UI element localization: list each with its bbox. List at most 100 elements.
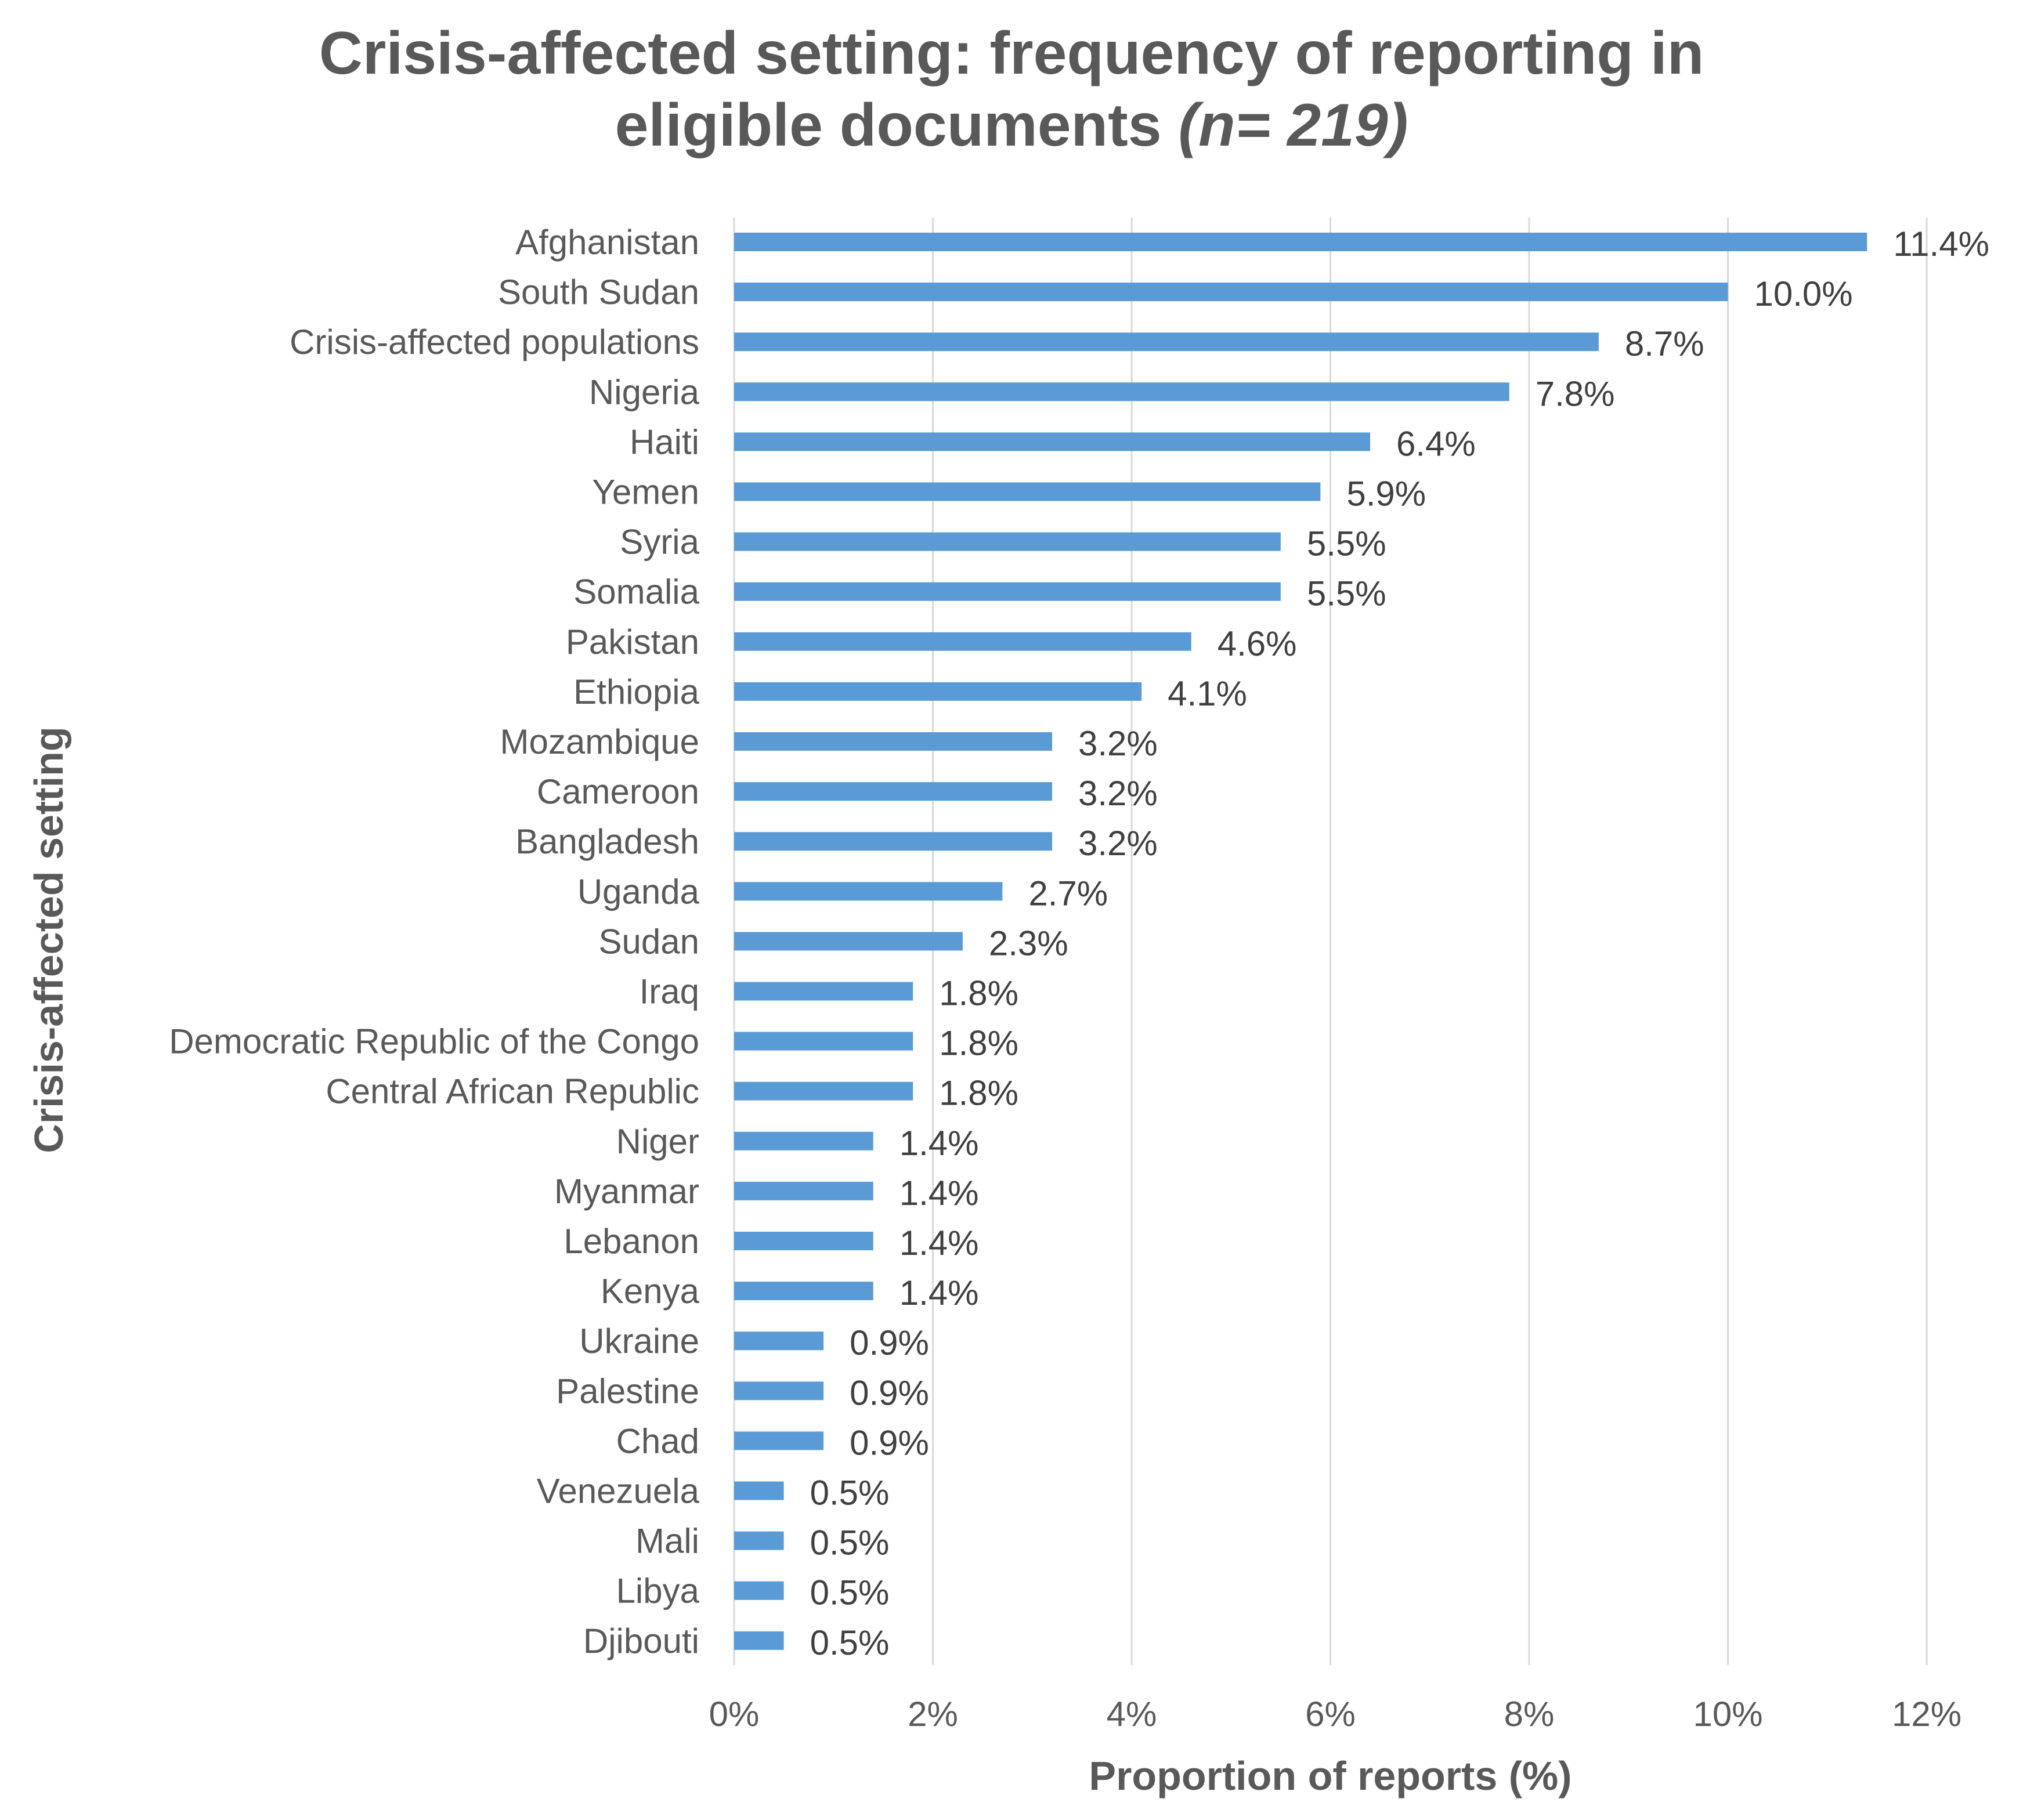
bar xyxy=(734,1581,784,1600)
data-label: 0.5% xyxy=(810,1623,890,1662)
bar xyxy=(734,632,1191,651)
data-label: 1.8% xyxy=(939,1024,1018,1063)
data-label: 0.9% xyxy=(850,1423,929,1462)
data-label: 5.9% xyxy=(1346,475,1426,513)
category-label: Pakistan xyxy=(566,623,699,661)
category-label: Palestine xyxy=(556,1372,699,1410)
value-labels: 11.4% 10.0% 8.7% 7.8% 6.4% 5.9% 5.5% 5.5% 4.6% 4.… xyxy=(810,225,1989,1662)
category-label: Ukraine xyxy=(579,1322,699,1361)
category-label: Djibouti xyxy=(583,1622,699,1660)
chart-title-sample-size: (n= 219) xyxy=(1178,92,1408,159)
bar xyxy=(734,1631,784,1650)
data-label: 5.5% xyxy=(1307,524,1386,563)
category-label: Crisis-affected populations xyxy=(290,323,699,361)
bar xyxy=(734,732,1052,751)
data-label: 7.8% xyxy=(1536,374,1615,413)
category-label: Myanmar xyxy=(554,1172,699,1211)
category-labels: Afghanistan South Sudan Crisis-affected po… xyxy=(169,223,699,1660)
data-label: 2.7% xyxy=(1028,874,1108,913)
bar xyxy=(734,1232,873,1250)
category-label: Bangladesh xyxy=(515,822,699,861)
category-label: Sudan xyxy=(599,922,700,961)
category-label: Uganda xyxy=(577,872,700,911)
category-label: Venezuela xyxy=(537,1472,700,1511)
bar xyxy=(734,582,1281,601)
category-label: Mozambique xyxy=(500,722,699,761)
data-label: 1.4% xyxy=(899,1174,979,1213)
data-label: 3.2% xyxy=(1078,724,1158,763)
data-label: 0.9% xyxy=(850,1373,929,1412)
category-label: Iraq xyxy=(640,972,699,1011)
bar xyxy=(734,1481,784,1500)
data-label: 11.4% xyxy=(1893,225,1989,263)
category-label: Kenya xyxy=(601,1272,700,1311)
bar xyxy=(734,982,913,1001)
bar xyxy=(734,682,1142,701)
bars xyxy=(734,233,1867,1650)
bar xyxy=(734,532,1281,551)
x-tick-label: 0% xyxy=(709,1695,760,1734)
x-tick-label: 12% xyxy=(1892,1695,1961,1734)
category-label: Ethiopia xyxy=(573,672,699,711)
bar xyxy=(734,283,1728,302)
category-label: Democratic Republic of the Congo xyxy=(169,1022,699,1061)
data-label: 1.8% xyxy=(939,974,1018,1013)
bar xyxy=(734,1181,873,1200)
category-label: Niger xyxy=(616,1122,699,1161)
bar xyxy=(734,1032,913,1051)
x-tick-label: 2% xyxy=(908,1695,958,1734)
chart-title-text: eligible documents xyxy=(615,92,1162,159)
data-label: 1.8% xyxy=(939,1074,1018,1113)
bar xyxy=(734,1081,913,1101)
data-label: 10.0% xyxy=(1754,274,1853,313)
bar xyxy=(734,1531,784,1550)
category-label: Mali xyxy=(635,1522,699,1561)
category-label: South Sudan xyxy=(498,273,699,312)
bar xyxy=(734,332,1599,352)
data-label: 2.3% xyxy=(989,924,1068,963)
bar xyxy=(734,832,1052,851)
bar xyxy=(734,932,963,951)
y-axis-title: Crisis-affected setting xyxy=(26,726,71,1153)
category-label: Nigeria xyxy=(589,372,700,411)
data-label: 0.5% xyxy=(810,1474,890,1513)
data-label: 5.5% xyxy=(1307,574,1386,613)
category-label: Syria xyxy=(620,523,699,562)
category-label: Chad xyxy=(616,1421,699,1460)
data-label: 4.6% xyxy=(1218,624,1297,663)
category-label: Afghanistan xyxy=(515,223,699,262)
x-tick-label: 4% xyxy=(1107,1695,1157,1734)
bar xyxy=(734,782,1052,801)
bar xyxy=(734,1381,824,1401)
x-tick-label: 6% xyxy=(1305,1695,1356,1734)
data-label: 1.4% xyxy=(899,1124,979,1163)
bar xyxy=(734,1331,824,1351)
gridlines xyxy=(733,218,1928,1665)
data-label: 8.7% xyxy=(1625,324,1704,363)
x-tick-label: 8% xyxy=(1504,1695,1555,1734)
x-tick-label: 10% xyxy=(1693,1695,1762,1734)
category-label: Lebanon xyxy=(563,1222,699,1261)
category-label: Cameroon xyxy=(537,772,699,811)
category-label: Central African Republic xyxy=(326,1072,699,1111)
data-label: 0.5% xyxy=(810,1573,890,1612)
data-label: 6.4% xyxy=(1396,424,1476,463)
bar xyxy=(734,1282,873,1301)
data-label: 3.2% xyxy=(1078,774,1158,813)
category-label: Somalia xyxy=(573,573,699,612)
data-label: 0.9% xyxy=(850,1323,929,1362)
bar xyxy=(734,482,1321,501)
bar xyxy=(734,1431,824,1450)
bar xyxy=(734,233,1867,251)
category-label: Haiti xyxy=(630,422,699,461)
x-axis-title: Proportion of reports (%) xyxy=(1089,1753,1572,1799)
x-tick-labels: 0% 2% 4% 6% 8% 10% 12% xyxy=(709,1695,1961,1734)
data-label: 1.4% xyxy=(899,1273,979,1312)
chart-title-line-1: Crisis-affected setting: frequency of re… xyxy=(319,20,1704,87)
bar xyxy=(734,432,1370,451)
data-label: 4.1% xyxy=(1168,674,1247,713)
chart-title-line-2: eligible documents (n= 219) xyxy=(0,89,2023,161)
chart-title: Crisis-affected setting: frequency of re… xyxy=(0,17,2023,161)
bar xyxy=(734,882,1003,901)
